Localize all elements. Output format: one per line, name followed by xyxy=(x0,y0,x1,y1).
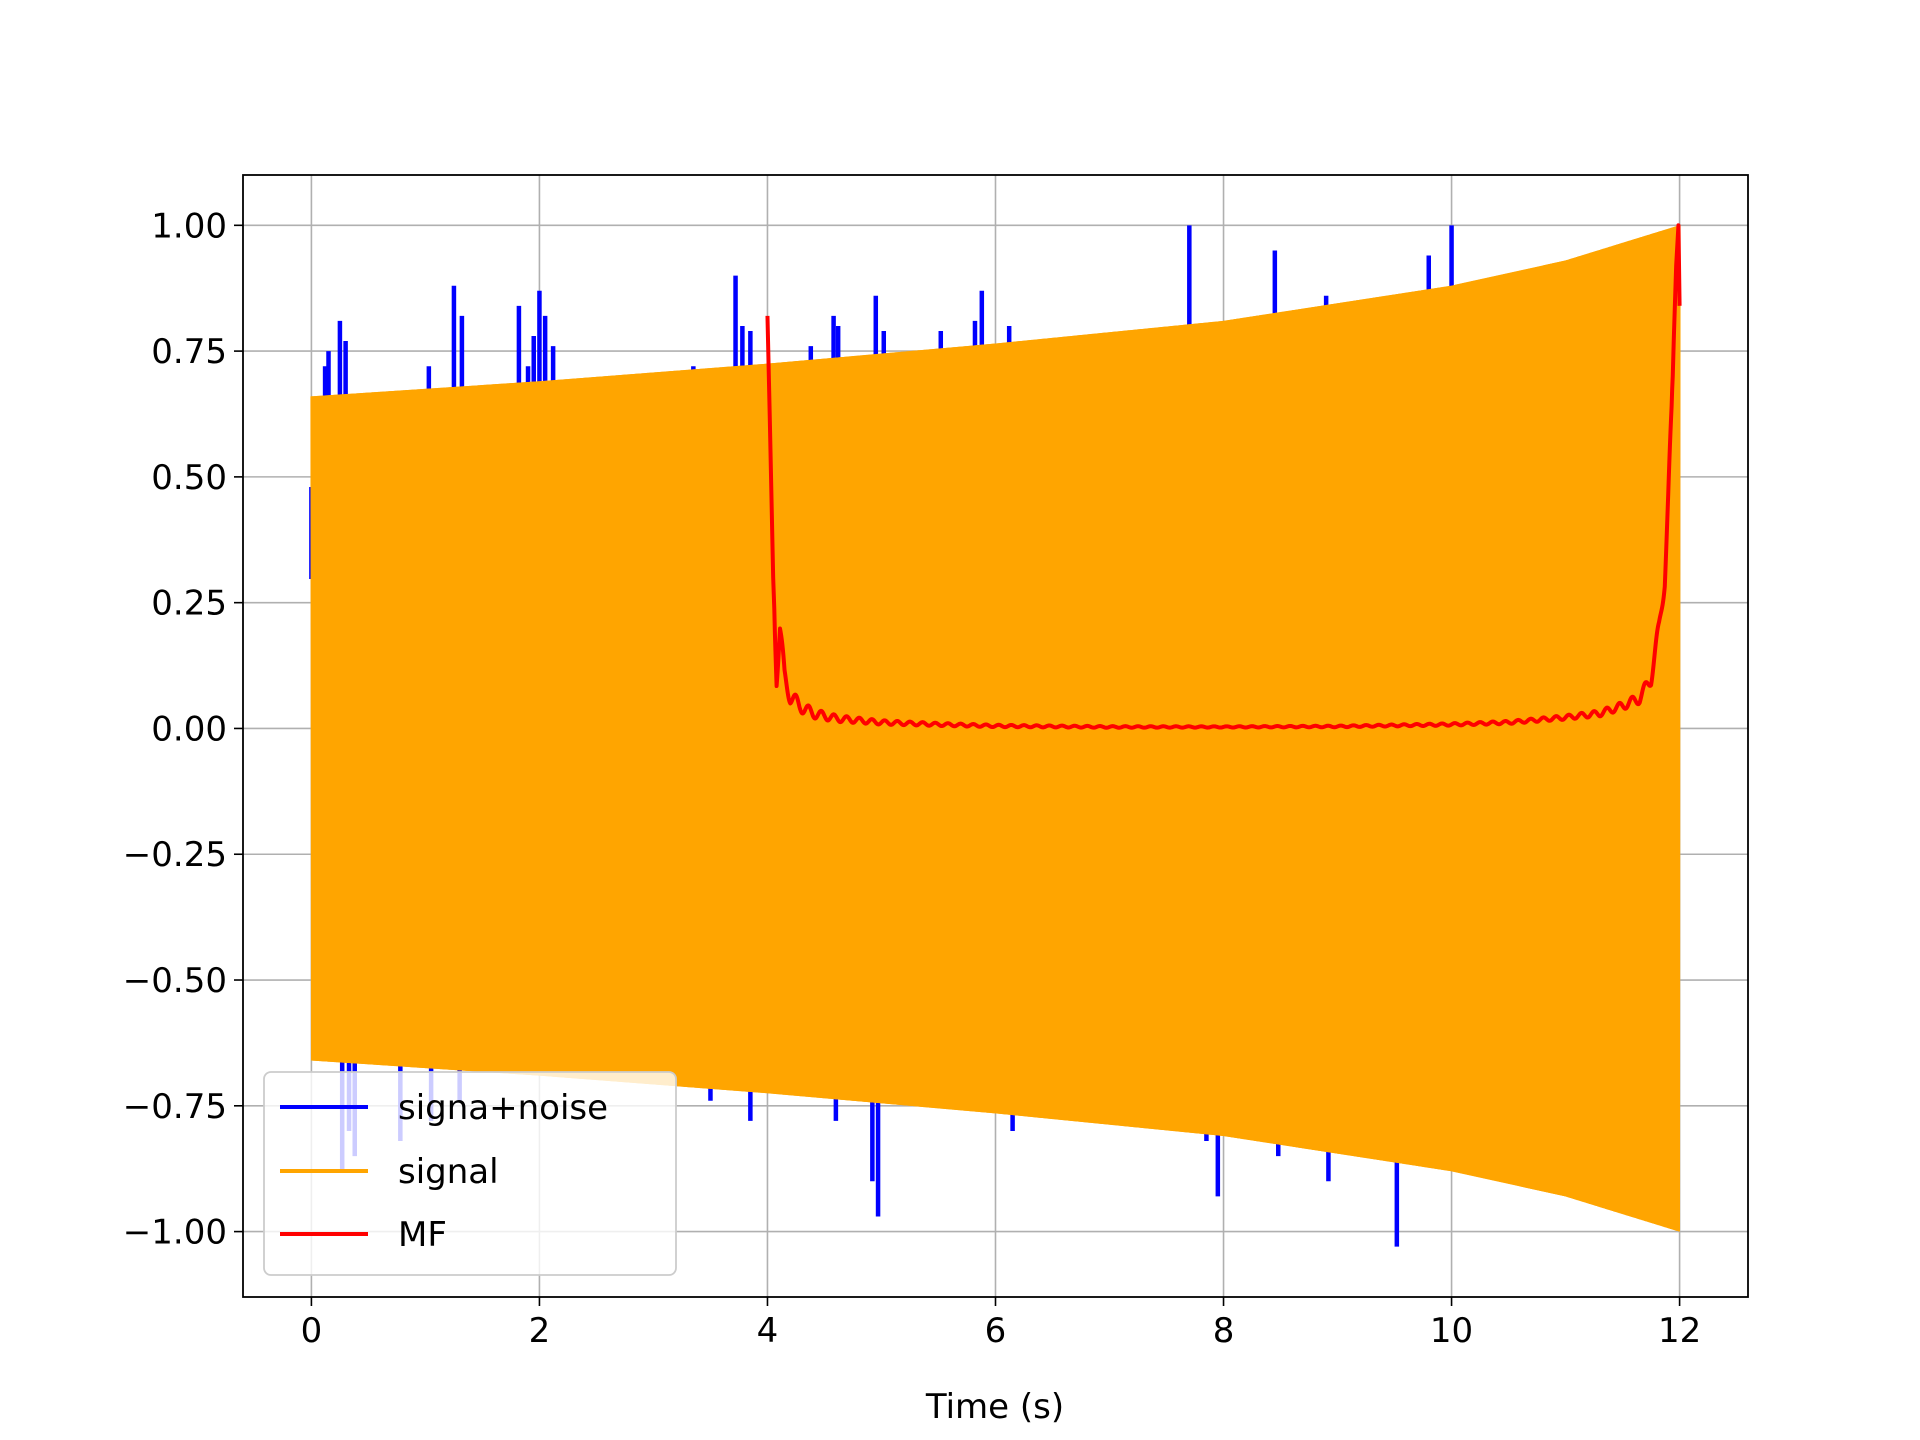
y-tick-label: −1.00 xyxy=(123,1213,227,1253)
legend-label-signal-noise: signa+noise xyxy=(398,1088,608,1128)
y-tick-label: 0.25 xyxy=(151,584,227,624)
x-tick-label: 2 xyxy=(529,1311,551,1351)
x-tick-label: 12 xyxy=(1658,1311,1701,1351)
legend: signa+noise signal MF xyxy=(263,1071,677,1276)
x-axis-label: Time (s) xyxy=(925,1387,1064,1427)
legend-label-mf: MF xyxy=(398,1215,447,1255)
mf-line xyxy=(765,223,1682,730)
y-tick-label: 0.75 xyxy=(151,332,227,372)
legend-label-signal: signal xyxy=(398,1152,499,1192)
x-tick-label: 8 xyxy=(1213,1311,1235,1351)
y-tick-label: −0.50 xyxy=(123,961,227,1001)
plot-area xyxy=(309,223,1682,1247)
y-tick-label: 1.00 xyxy=(151,206,227,246)
x-tick-label: 4 xyxy=(757,1311,779,1351)
x-tick-label: 0 xyxy=(301,1311,323,1351)
y-tick-label: 0.50 xyxy=(151,458,227,498)
x-tick-label: 6 xyxy=(985,1311,1007,1351)
signal-line xyxy=(310,225,1681,1232)
y-tick-label: −0.25 xyxy=(123,835,227,875)
axis-ticks: 0 2 4 6 8 10 12 1.00 0.75 0.50 0.25 0.00 −0.25 −0.50 −… xyxy=(123,206,1701,1351)
legend-box xyxy=(263,1071,677,1276)
y-tick-label: 0.00 xyxy=(151,709,227,749)
y-tick-label: −0.75 xyxy=(123,1087,227,1127)
x-tick-label: 10 xyxy=(1430,1311,1473,1351)
